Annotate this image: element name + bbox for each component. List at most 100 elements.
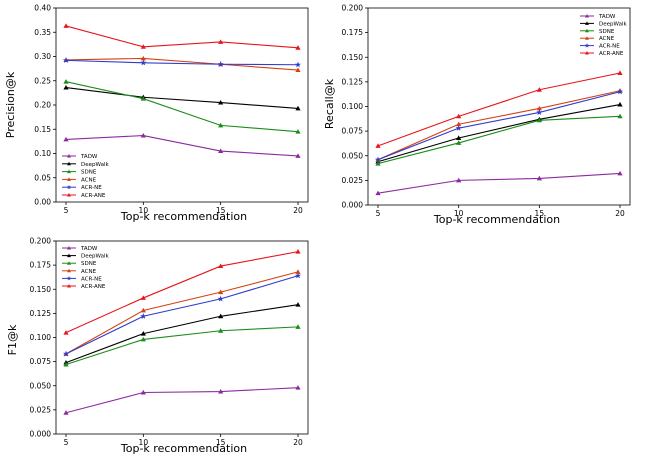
y-tick-label: 0.050 bbox=[30, 381, 52, 390]
data-point-acr-ane bbox=[375, 143, 381, 148]
y-tick-label: 0.40 bbox=[34, 4, 51, 13]
x-tick-label: 20 bbox=[293, 438, 303, 447]
data-point-sdne bbox=[140, 336, 146, 342]
legend-marker bbox=[67, 193, 71, 197]
data-point-sdne bbox=[295, 324, 301, 329]
series-acne bbox=[375, 88, 623, 162]
data-point-acr-ane bbox=[617, 70, 623, 75]
data-point-deepwalk bbox=[617, 101, 623, 107]
x-tick-label: 20 bbox=[615, 209, 625, 218]
data-point-sdne bbox=[536, 117, 542, 123]
y-tick-label: 0.175 bbox=[342, 28, 364, 37]
data-point-tadw bbox=[456, 177, 462, 183]
series-line-sdne bbox=[377, 115, 621, 165]
series-acr-ane bbox=[63, 249, 301, 335]
series-line-acr-ne bbox=[65, 275, 299, 355]
y-axis-title: Precision@k bbox=[4, 71, 17, 138]
data-point-acr-ane bbox=[218, 39, 224, 44]
x-tick-label: 5 bbox=[64, 206, 69, 215]
legend-label: ACR-NE bbox=[81, 185, 102, 191]
legend-marker bbox=[67, 154, 71, 158]
data-point-acr-ane bbox=[63, 330, 69, 335]
data-point-acr-ne bbox=[140, 313, 147, 319]
chart-panel-2: 0.000 0.025 0.050 0.075 0.100 0.125 0.150 0.175… bbox=[323, 4, 631, 226]
y-tick-label: 0.15 bbox=[34, 125, 51, 134]
series-line-acr-ane bbox=[377, 72, 621, 147]
legend-label: ACNE bbox=[81, 269, 97, 275]
y-tick-label: 0.075 bbox=[30, 357, 52, 366]
legend-marker bbox=[67, 161, 71, 166]
data-point-acr-ane bbox=[140, 295, 146, 300]
data-point-deepwalk bbox=[218, 99, 224, 105]
x-tick-label: 10 bbox=[139, 206, 149, 215]
x-axis-title: Top-k recommendation bbox=[120, 210, 247, 223]
legend-marker bbox=[67, 253, 71, 258]
data-point-tadw bbox=[140, 389, 146, 395]
legend-marker bbox=[585, 14, 589, 18]
data-point-tadw bbox=[295, 153, 301, 158]
legend-label: TADW bbox=[598, 14, 616, 20]
legend-label: DeepWalk bbox=[81, 254, 109, 260]
data-point-sdne bbox=[375, 161, 381, 166]
y-tick-label: 0.050 bbox=[342, 151, 364, 160]
series-line-deepwalk bbox=[65, 304, 299, 364]
x-tick-label: 5 bbox=[376, 209, 381, 218]
y-tick-label: 0.05 bbox=[34, 173, 51, 182]
series-acr-ne bbox=[62, 272, 302, 357]
x-tick-label: 5 bbox=[64, 438, 69, 447]
series-line-tadw bbox=[65, 135, 299, 157]
y-tick-label: 0.175 bbox=[30, 261, 52, 270]
y-tick-label: 0.125 bbox=[30, 309, 52, 318]
x-axis-title: Top-k recommendation bbox=[120, 442, 247, 455]
data-point-acr-ne bbox=[455, 124, 462, 131]
y-tick-label: 0.125 bbox=[342, 77, 364, 86]
legend-label: SDNE bbox=[81, 170, 97, 176]
y-tick-label: 0.025 bbox=[30, 405, 52, 414]
series-line-acne bbox=[65, 271, 299, 355]
data-point-tadw bbox=[63, 136, 69, 142]
data-point-tadw bbox=[63, 410, 69, 415]
series-line-acr-ne bbox=[377, 91, 621, 161]
y-tick-label: 0.35 bbox=[34, 28, 51, 37]
series-deepwalk bbox=[63, 302, 301, 365]
legend-label: ACR-ANE bbox=[81, 193, 106, 199]
y-tick-label: 0.000 bbox=[342, 201, 364, 210]
data-point-tadw bbox=[375, 190, 381, 196]
y-axis-title: Recall@k bbox=[323, 78, 336, 129]
data-point-acr-ne bbox=[536, 109, 543, 116]
legend-label: TADW bbox=[80, 246, 98, 252]
data-point-acne bbox=[218, 289, 224, 295]
data-point-tadw bbox=[218, 148, 224, 154]
data-point-sdne bbox=[63, 79, 69, 84]
legend-label: DeepWalk bbox=[599, 21, 627, 27]
series-tadw bbox=[375, 170, 623, 196]
data-point-sdne bbox=[295, 129, 301, 134]
data-point-acr-ne bbox=[62, 350, 70, 357]
data-point-acne bbox=[295, 67, 301, 73]
chart-panel-3: 0.000 0.025 0.050 0.075 0.100 0.125 0.150 0.175… bbox=[6, 237, 309, 455]
legend-label: SDNE bbox=[599, 29, 615, 35]
x-tick-label: 15 bbox=[535, 209, 545, 218]
x-tick-label: 15 bbox=[216, 438, 226, 447]
series-line-acne bbox=[377, 90, 621, 161]
data-point-deepwalk bbox=[295, 105, 301, 111]
series-acr-ane bbox=[63, 23, 301, 50]
data-point-tadw bbox=[536, 175, 542, 181]
legend-label: TADW bbox=[80, 154, 98, 160]
legend-marker bbox=[67, 261, 71, 265]
legend-marker bbox=[67, 268, 71, 273]
data-point-sdne bbox=[218, 328, 224, 333]
legend-label: ACNE bbox=[81, 177, 97, 183]
data-point-acr-ne bbox=[374, 156, 382, 163]
series-line-acr-ane bbox=[65, 25, 299, 49]
x-tick-label: 15 bbox=[216, 206, 226, 215]
data-point-acne bbox=[536, 105, 542, 111]
series-tadw bbox=[63, 132, 301, 158]
data-point-tadw bbox=[295, 385, 301, 390]
y-tick-label: 0.100 bbox=[30, 333, 52, 342]
series-tadw bbox=[63, 385, 301, 415]
legend-label: SDNE bbox=[81, 261, 97, 267]
series-line-deepwalk bbox=[377, 103, 621, 163]
